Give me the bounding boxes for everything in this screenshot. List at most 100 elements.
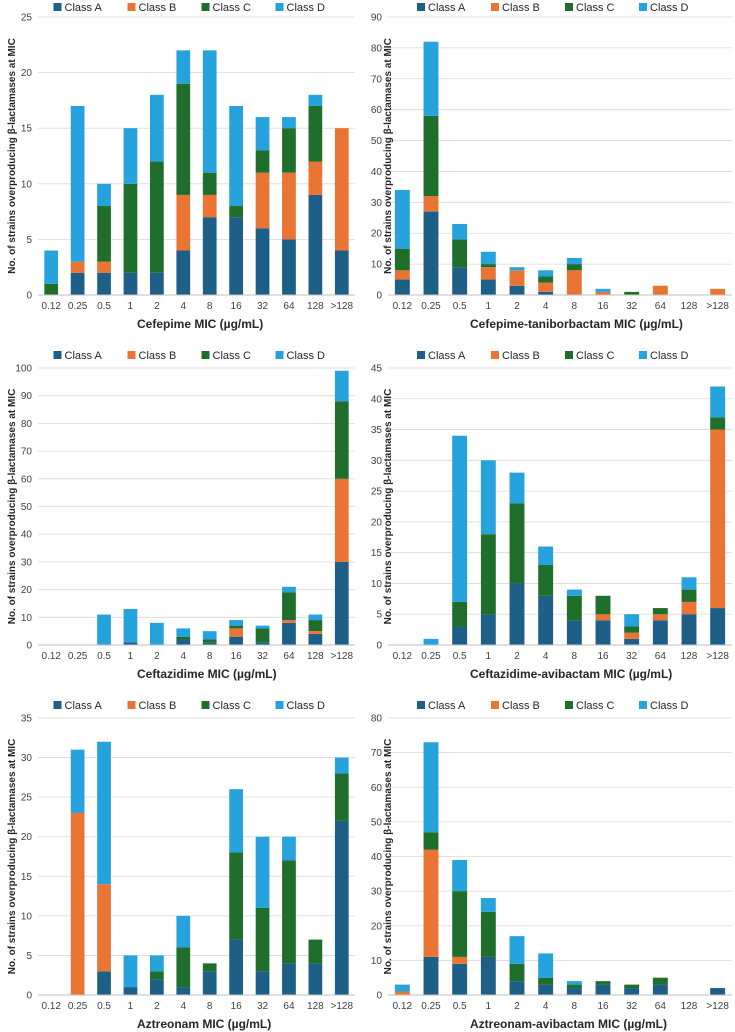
bar-segment-class-c (282, 128, 296, 173)
bar-segment-class-d (509, 472, 525, 504)
bar-segment-class-d (423, 41, 439, 116)
bar-segment-class-a (150, 272, 164, 295)
bar-segment-class-b (97, 884, 111, 972)
x-tick-label: 2 (514, 301, 520, 312)
y-tick-label: 80 (21, 419, 33, 430)
y-tick-label: 80 (371, 714, 383, 725)
bar-segment-class-d (255, 836, 270, 908)
x-tick-label: 32 (626, 301, 638, 312)
x-tick-label: 1 (486, 1001, 492, 1012)
x-tick-label: 16 (597, 301, 609, 312)
y-tick-label: 50 (21, 502, 33, 513)
y-tick-label: 25 (371, 487, 383, 498)
bar-segment-class-a (150, 979, 164, 995)
x-tick-label: 2 (154, 651, 160, 662)
y-axis-title: No. of strains overproducing β-lactamase… (383, 38, 394, 274)
x-tick-label: 0.25 (421, 651, 441, 662)
x-tick-label: 1 (128, 651, 134, 662)
bar-segment-class-c (538, 564, 554, 596)
bar-segment-class-c (97, 206, 111, 262)
y-axis-title: No. of strains overproducing β-lactamase… (7, 389, 18, 625)
bar-segment-class-c (480, 911, 496, 957)
legend-label: Class B (139, 700, 177, 712)
legend-swatch (127, 3, 136, 11)
bar-segment-class-d (229, 105, 243, 207)
bar-segment-class-a (255, 642, 270, 645)
y-tick-label: 20 (371, 517, 383, 528)
legend-swatch (417, 351, 425, 359)
y-tick-label: 20 (371, 921, 383, 932)
bar-segment-class-b (334, 478, 349, 562)
y-tick-label: 0 (376, 991, 382, 1002)
bar-segment-class-b (308, 161, 323, 195)
bar-segment-class-d (595, 288, 611, 292)
bar-segment-class-d (334, 757, 349, 774)
x-tick-label: 64 (283, 301, 295, 312)
bar-segment-class-d (710, 386, 726, 418)
bar-segment-class-c (255, 150, 270, 173)
bar-segment-class-d (123, 608, 138, 643)
bar-segment-class-c (202, 172, 217, 195)
y-tick-label: 70 (21, 447, 33, 458)
bar-segment-class-c (308, 939, 323, 964)
bar-segment-class-c (452, 601, 468, 627)
bar-segment-class-d (44, 250, 59, 284)
bar-segment-class-c (308, 105, 323, 162)
bar-segment-class-c (652, 608, 668, 615)
x-tick-label: 128 (307, 651, 324, 662)
bar-segment-class-a (202, 642, 217, 645)
bar-segment-class-d (282, 117, 296, 129)
y-tick-label: 30 (371, 198, 383, 209)
legend-label: Class D (650, 350, 689, 362)
x-tick-label: 32 (257, 1001, 269, 1012)
bar-segment-class-b (681, 601, 697, 615)
bar-segment-class-a (282, 622, 296, 645)
bar-segment-class-b (423, 196, 439, 212)
bar-segment-class-d (150, 622, 164, 645)
legend-label: Class C (576, 2, 615, 14)
bar-segment-class-d (538, 546, 554, 565)
bar-segment-class-d (176, 628, 191, 637)
bar-segment-class-d (452, 435, 468, 602)
bar-segment-class-a (334, 820, 349, 995)
bar-segment-class-d (255, 117, 270, 151)
bar-segment-class-d (308, 614, 323, 621)
y-tick-label: 100 (15, 364, 32, 375)
bar-segment-class-a (97, 272, 111, 295)
x-tick-label: 8 (207, 651, 213, 662)
bar-segment-class-b (70, 261, 85, 273)
legend-swatch (491, 351, 499, 359)
bar-segment-class-a (229, 217, 243, 295)
y-tick-label: 10 (371, 956, 383, 967)
bar-segment-class-c (150, 161, 164, 273)
x-tick-label: 0.12 (393, 651, 413, 662)
bar-segment-class-d (229, 789, 243, 853)
x-tick-label: 4 (181, 301, 187, 312)
bar-segment-class-a (710, 988, 726, 995)
legend-swatch (201, 351, 210, 359)
legend-swatch (491, 701, 499, 709)
bar-segment-class-c (566, 264, 582, 271)
bar-segment-class-c (538, 977, 554, 985)
bar-segment-class-d (97, 614, 111, 645)
bar-segment-class-d (480, 251, 496, 265)
bar-segment-class-d (423, 638, 439, 645)
x-tick-label: 0.12 (41, 301, 61, 312)
bar-segment-class-a (509, 285, 525, 295)
bar-segment-class-d (566, 257, 582, 265)
bar-segment-class-c (202, 963, 217, 972)
bar-segment-class-a (123, 987, 138, 995)
bar-segment-class-d (566, 981, 582, 985)
bar-segment-class-a (229, 636, 243, 645)
x-tick-label: 8 (207, 301, 213, 312)
bar-segment-class-a (538, 984, 554, 995)
x-tick-label: 128 (681, 301, 698, 312)
y-tick-label: 50 (371, 136, 383, 147)
legend-label: Class B (502, 2, 540, 14)
x-tick-label: 1 (128, 301, 134, 312)
y-tick-label: 90 (21, 391, 33, 402)
bar-segment-class-b (652, 285, 668, 295)
x-tick-label: 64 (655, 1001, 667, 1012)
y-tick-label: 20 (371, 229, 383, 240)
bar-segment-class-d (509, 936, 525, 964)
